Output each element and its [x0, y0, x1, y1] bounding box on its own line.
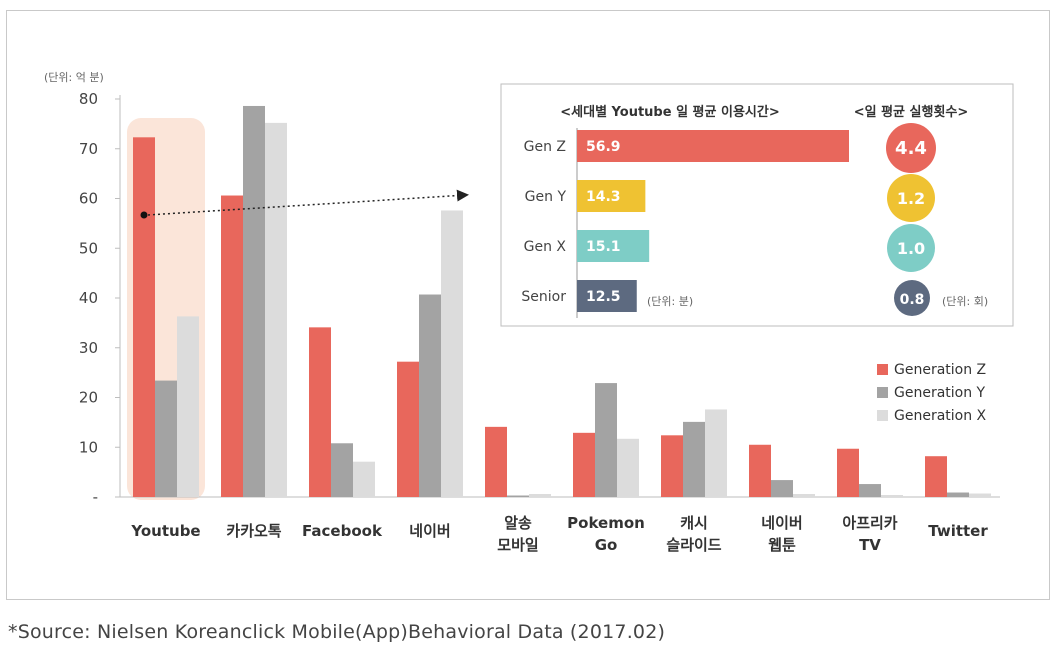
chart-canvas: - 10 20 30 40 50 60 70 80 (단위: 억 분) Youtube 카카오톡 Fac…: [44, 71, 1014, 554]
inset-bar: [577, 230, 650, 262]
bar-generation-z: [397, 361, 419, 497]
dotted-arrow: [147, 189, 469, 216]
inset-bubble-unit: (단위: 회): [942, 295, 988, 308]
bar-generation-y: [419, 294, 441, 497]
y-tick-label: 20: [79, 389, 98, 407]
bar-generation-x: [881, 495, 903, 497]
bar-generation-x: [617, 438, 639, 497]
x-tick-label: TV: [859, 536, 881, 554]
bar-generation-y: [771, 480, 793, 497]
bar-generation-y: [155, 380, 177, 497]
bar-generation-z: [309, 327, 331, 497]
bar-generation-z: [661, 435, 683, 497]
bar-generation-x: [529, 494, 551, 497]
y-tick-label: 30: [79, 339, 98, 357]
y-tick-label: 40: [79, 289, 98, 307]
arrow-start-dot: [140, 211, 148, 219]
y-tick-label: -: [93, 488, 98, 506]
inset-bubble: [887, 174, 935, 222]
bar-generation-x: [177, 316, 199, 497]
bar-generation-y: [595, 383, 617, 497]
inset-category-label: Gen Y: [525, 189, 567, 205]
legend-swatch: [877, 410, 888, 421]
x-tick-label: 네이버: [761, 514, 802, 532]
bar-generation-x: [969, 493, 991, 497]
inset-bubble-value: 1.2: [897, 189, 925, 208]
bar-generation-x: [265, 122, 287, 497]
inset-bubble-value: 0.8: [900, 292, 925, 308]
y-unit-label: (단위: 억 분): [44, 71, 104, 84]
inset-bar: [577, 130, 849, 162]
y-tick-label: 80: [79, 90, 98, 108]
legend-swatch: [877, 387, 888, 398]
inset-bar-value: 56.9: [586, 139, 621, 155]
bar-generation-z: [133, 137, 155, 497]
legend-label: Generation Z: [894, 362, 986, 378]
y-tick-label: 70: [79, 140, 98, 158]
bar-generation-z: [837, 448, 859, 497]
x-tick-label: Youtube: [130, 522, 200, 540]
y-tick-label: 10: [79, 438, 98, 456]
x-tick-label: Twitter: [928, 522, 988, 540]
x-tick-label: 웹툰: [768, 536, 796, 554]
inset-bar-title: <세대별 Youtube 일 평균 이용시간>: [560, 104, 780, 120]
y-tick-label: 60: [79, 190, 98, 208]
x-tick-label: 캐시: [680, 514, 708, 532]
inset-bubble-value: 1.0: [897, 239, 925, 258]
inset-bar-value: 12.5: [586, 289, 621, 305]
y-tick-label: 50: [79, 239, 98, 257]
inset-bubble: [894, 280, 930, 316]
inset-bubble-title: <일 평균 실행횟수>: [854, 104, 969, 120]
x-tick-label: 카카오톡: [226, 522, 281, 540]
legend-label: Generation X: [894, 408, 987, 424]
inset-bar: [577, 180, 646, 212]
bar-generation-x: [793, 494, 815, 497]
inset-bubble: [887, 224, 935, 272]
legend-label: Generation Y: [894, 385, 986, 401]
x-tick-label: Go: [595, 536, 618, 554]
x-tick-label: 네이버: [409, 522, 450, 540]
bar-generation-x: [705, 409, 727, 497]
bar-generation-y: [243, 105, 265, 497]
x-tick-label: 아프리카: [842, 514, 897, 532]
bar-generation-z: [925, 456, 947, 497]
inset-bar: [577, 280, 637, 312]
bar-generation-z: [485, 426, 507, 497]
bar-generation-y: [683, 421, 705, 497]
x-tick-label: 슬라이드: [666, 536, 721, 554]
bar-generation-y: [507, 495, 529, 497]
bar-generation-z: [573, 432, 595, 497]
x-tick-label: 모바일: [497, 536, 538, 554]
x-tick-label: 알송: [504, 514, 532, 532]
inset-bubble-value: 4.4: [895, 138, 927, 159]
inset-category-label: Gen Z: [524, 139, 566, 155]
inset-category-label: Gen X: [524, 239, 567, 255]
x-tick-label: Pokemon: [567, 514, 645, 532]
inset-bar-value: 15.1: [586, 239, 621, 255]
inset-bar-value: 14.3: [586, 189, 621, 205]
inset-bar-unit: (단위: 분): [647, 295, 693, 308]
bar-generation-z: [221, 195, 243, 497]
bar-generation-y: [947, 492, 969, 497]
legend-swatch: [877, 364, 888, 375]
inset-bubble: [886, 123, 936, 173]
bar-generation-y: [331, 443, 353, 497]
bar-generation-x: [353, 461, 375, 497]
bar-generation-x: [441, 210, 463, 497]
x-tick-label: Facebook: [302, 522, 383, 540]
inset-category-label: Senior: [521, 289, 566, 305]
bar-generation-y: [859, 484, 881, 497]
bar-generation-z: [749, 444, 771, 497]
source-note: *Source: Nielsen Koreanclick Mobile(App)…: [8, 621, 666, 643]
